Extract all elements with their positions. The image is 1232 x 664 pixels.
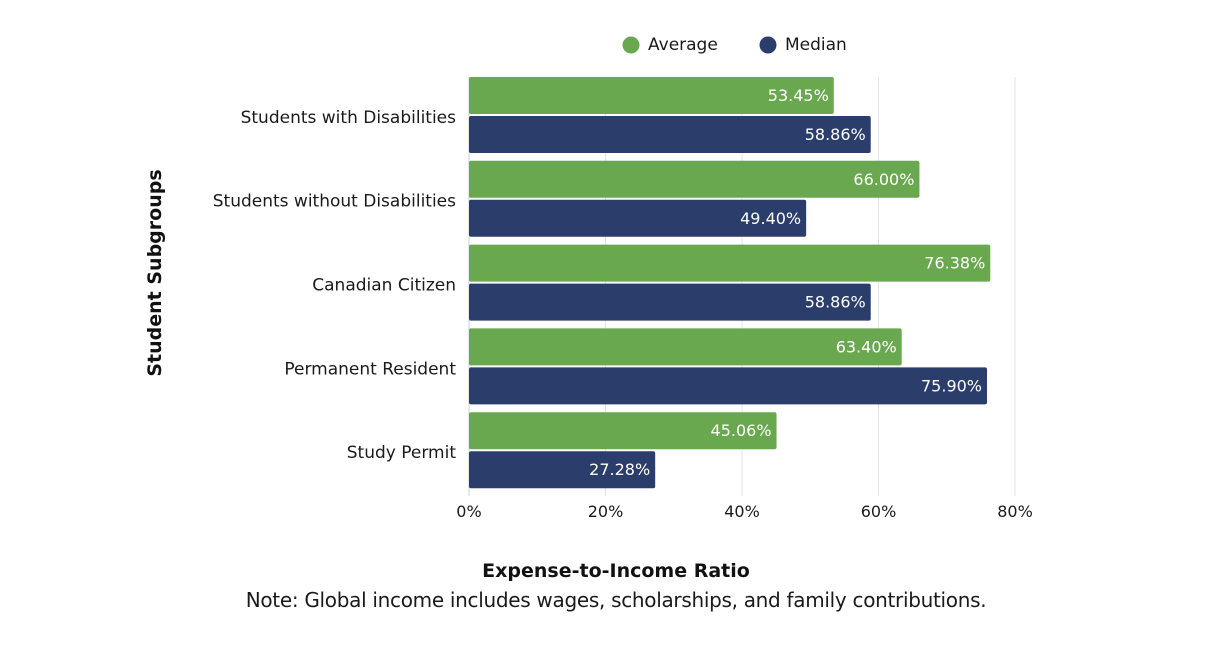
data-label: 76.38% bbox=[924, 254, 985, 273]
legend-swatch-average bbox=[622, 36, 640, 54]
x-tick-label: 20% bbox=[588, 502, 624, 521]
bars: 53.45% 58.86% 66.00% 49.40% 76.38% 58.86% 63.4… bbox=[469, 77, 991, 489]
bar-average bbox=[469, 328, 902, 366]
category-label: Students with Disabilities bbox=[241, 108, 457, 128]
category-labels: Students with Disabilities Students witho… bbox=[213, 108, 457, 463]
data-label: 75.90% bbox=[921, 376, 982, 395]
legend-swatch-median bbox=[759, 36, 777, 54]
x-tick-label: 0% bbox=[456, 502, 481, 521]
x-axis-title: Expense-to-Income Ratio bbox=[482, 560, 750, 582]
bar-average bbox=[469, 160, 920, 198]
category-label: Canadian Citizen bbox=[312, 276, 456, 296]
bar-average bbox=[469, 77, 834, 114]
legend-label-median: Median bbox=[785, 35, 847, 55]
data-label: 58.86% bbox=[805, 293, 866, 312]
bar-median bbox=[469, 116, 871, 153]
data-label: 63.40% bbox=[836, 337, 897, 356]
bar-median bbox=[469, 199, 807, 237]
data-label: 45.06% bbox=[711, 421, 772, 440]
legend-label-average: Average bbox=[648, 35, 718, 55]
category-label: Students without Disabilities bbox=[213, 192, 456, 212]
bar-average bbox=[469, 244, 991, 282]
category-label: Permanent Resident bbox=[284, 359, 456, 379]
y-axis-title: Student Subgroups bbox=[144, 169, 166, 376]
bar-median bbox=[469, 283, 871, 321]
data-label: 49.40% bbox=[740, 209, 801, 228]
bar-median bbox=[469, 451, 656, 489]
chart-note: Note: Global income includes wages, scho… bbox=[245, 588, 987, 612]
data-label: 27.28% bbox=[589, 460, 650, 479]
bar-median bbox=[469, 367, 988, 405]
data-label: 66.00% bbox=[853, 170, 914, 189]
x-tick-label: 60% bbox=[861, 502, 897, 521]
category-label: Study Permit bbox=[347, 443, 457, 463]
data-label: 53.45% bbox=[768, 86, 829, 105]
data-label: 58.86% bbox=[805, 125, 866, 144]
x-tick-labels: 0% 20% 40% 60% 80% bbox=[456, 502, 1032, 521]
x-tick-label: 80% bbox=[997, 502, 1033, 521]
legend: Average Median bbox=[622, 35, 847, 55]
x-tick-label: 40% bbox=[724, 502, 760, 521]
bar-average bbox=[469, 412, 777, 450]
